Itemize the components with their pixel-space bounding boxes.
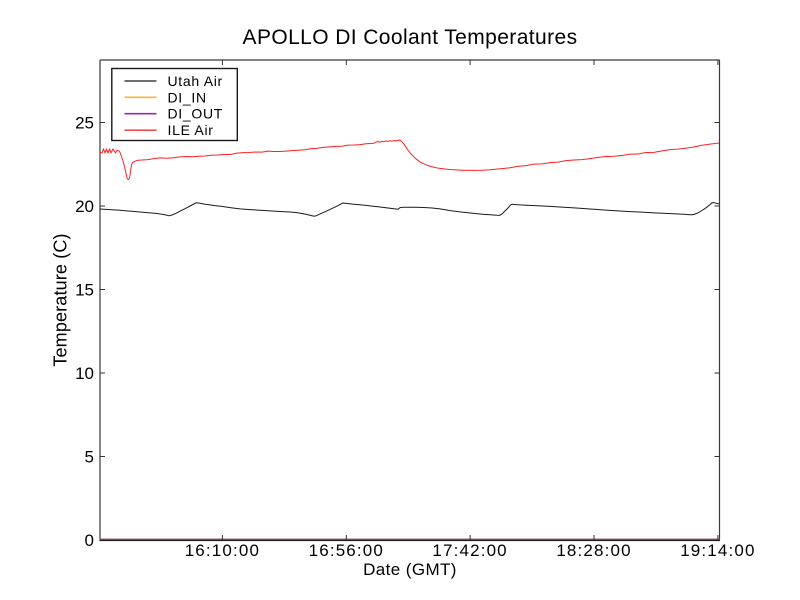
svg-text:10: 10 [75, 364, 94, 383]
svg-text:20: 20 [75, 197, 94, 216]
svg-text:5: 5 [85, 448, 94, 467]
svg-text:17:42:00: 17:42:00 [432, 541, 507, 560]
svg-text:15: 15 [75, 281, 94, 300]
svg-text:0: 0 [85, 531, 94, 550]
svg-text:16:10:00: 16:10:00 [185, 541, 260, 560]
svg-text:19:14:00: 19:14:00 [680, 541, 755, 560]
svg-text:25: 25 [75, 114, 94, 133]
svg-text:DI_IN: DI_IN [168, 89, 207, 105]
svg-text:Utah Air: Utah Air [168, 73, 223, 89]
svg-text:Date (GMT): Date (GMT) [363, 560, 457, 579]
svg-text:Temperature (C): Temperature (C) [51, 233, 71, 366]
svg-text:DI_OUT: DI_OUT [168, 106, 224, 122]
svg-text:ILE Air: ILE Air [168, 122, 214, 138]
svg-text:APOLLO DI Coolant Temperatures: APOLLO DI Coolant Temperatures [243, 26, 578, 49]
svg-text:16:56:00: 16:56:00 [309, 541, 384, 560]
svg-text:18:28:00: 18:28:00 [556, 541, 631, 560]
